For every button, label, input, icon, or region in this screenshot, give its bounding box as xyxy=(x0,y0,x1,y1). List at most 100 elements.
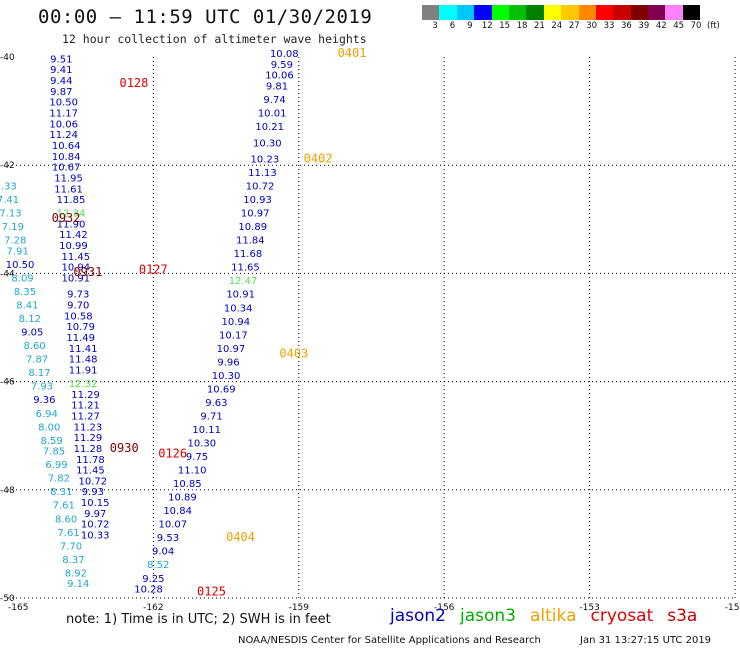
wave-height-value: 10.99 xyxy=(59,241,88,252)
scale-swatch xyxy=(439,5,457,20)
wave-height-value: 11.13 xyxy=(248,168,277,179)
wave-height-value: 10.97 xyxy=(217,344,246,355)
axis-labels: -40 -42 -44 -46 -48 -50-165 -162 -159 -156 -153 -1… xyxy=(0,53,740,613)
scale-swatch xyxy=(561,5,579,20)
scale-label: 12 xyxy=(481,21,493,31)
scale-label: 21 xyxy=(534,21,545,31)
legend-altika: altika xyxy=(530,606,577,626)
credit-line: NOAA/NESDIS Center for Satellite Applica… xyxy=(238,635,541,646)
latitude-label: -40 xyxy=(0,53,15,63)
pass-time-label: 0128 xyxy=(119,76,148,90)
pass-time-label: 0932 xyxy=(52,211,81,225)
scale-label: 36 xyxy=(621,21,632,31)
wave-height-value: 8.41 xyxy=(16,301,38,312)
scale-swatch xyxy=(578,5,596,20)
wave-height-value: 9.81 xyxy=(266,81,288,92)
wave-height-value: 10.64 xyxy=(52,141,81,152)
legend-jason2: jason2 xyxy=(390,606,446,626)
longitude-label: -165 xyxy=(8,603,28,613)
wave-height-value: 8.00 xyxy=(38,422,60,433)
wave-height-value: 8.12 xyxy=(19,314,41,325)
wave-height-value: 10.91 xyxy=(62,274,91,285)
wave-height-value: 9.51 xyxy=(50,54,72,65)
wave-height-value: 7.33 xyxy=(0,182,17,193)
wave-height-value: 11.90 xyxy=(57,219,86,230)
altimeter-tracks: 9.519.419.449.8710.5011.1710.0611.2410.6… xyxy=(0,49,299,596)
wave-height-value: 11.65 xyxy=(231,263,260,274)
wave-height-value: 7.93 xyxy=(31,382,53,393)
wave-height-value: 10.50 xyxy=(49,98,78,109)
scale-swatch xyxy=(595,5,614,20)
pass-time-label: 0931 xyxy=(73,265,102,279)
pass-time-labels: 0128 0932 0931 0127 0930 0126 0125 0401 0402 0403… xyxy=(52,46,367,598)
wave-height-value: 10.91 xyxy=(226,290,255,301)
wave-height-value: 10.30 xyxy=(188,439,217,450)
wave-height-value: 7.41 xyxy=(0,195,19,206)
wave-height-value: 10.15 xyxy=(81,498,110,509)
pass-time-label: 0127 xyxy=(139,262,168,276)
wave-height-value: 11.91 xyxy=(69,365,98,376)
wave-height-value: 8.31 xyxy=(50,487,72,498)
wave-height-value: 10.34 xyxy=(224,303,253,314)
scale-swatch xyxy=(682,5,701,20)
wave-height-value: 9.96 xyxy=(217,357,239,368)
wave-height-value: 10.17 xyxy=(219,330,248,341)
scale-label: 42 xyxy=(655,21,667,31)
scale-label: 27 xyxy=(568,21,580,31)
scale-swatch xyxy=(491,5,509,20)
wave-height-value: 11.78 xyxy=(76,455,105,466)
wave-height-value: 11.21 xyxy=(71,401,100,412)
scale-label: 39 xyxy=(638,21,650,31)
wave-height-value: 9.73 xyxy=(67,290,89,301)
legend-s3a: s3a xyxy=(667,606,698,626)
wave-height-value: 10.23 xyxy=(251,154,280,165)
wave-height-value: 9.41 xyxy=(50,65,72,76)
page-subtitle: 12 hour collection of altimeter wave hei… xyxy=(62,32,367,46)
wave-height-value: 9.04 xyxy=(152,547,174,558)
wave-height-value: 9.93 xyxy=(82,487,104,498)
pass-time-label: 0402 xyxy=(304,151,333,165)
footer-note: note: 1) Time is in UTC; 2) SWH is in fe… xyxy=(66,612,331,627)
latitude-label: -50 xyxy=(0,594,15,604)
wave-height-value: 7.61 xyxy=(53,501,75,512)
wave-height-value: 8.92 xyxy=(65,568,87,579)
wave-height-value: 11.29 xyxy=(74,433,103,444)
wave-height-value: 8.52 xyxy=(147,560,169,571)
wave-height-value: 8.09 xyxy=(11,274,33,285)
scale-label: 9 xyxy=(467,21,473,31)
wave-height-value: 10.97 xyxy=(241,209,270,220)
wave-height-value: 10.08 xyxy=(270,49,299,60)
color-scale xyxy=(422,5,701,20)
wave-height-value: 7.70 xyxy=(60,541,82,552)
scale-label: 15 xyxy=(499,21,511,31)
wave-height-value: 10.58 xyxy=(64,311,93,322)
generation-timestamp: Jan 31 13:27:15 UTC 2019 xyxy=(580,635,712,646)
wave-height-value: 7.85 xyxy=(43,447,65,458)
wave-height-value: 8.59 xyxy=(40,436,62,447)
wave-height-value: 10.06 xyxy=(49,119,78,130)
wave-height-value: 10.11 xyxy=(192,425,221,436)
wave-height-value: 11.10 xyxy=(178,466,207,477)
scale-swatch xyxy=(648,5,666,20)
scale-label: 18 xyxy=(516,21,528,31)
wave-height-value: 11.24 xyxy=(49,130,78,141)
wave-height-value: 10.94 xyxy=(62,263,91,274)
wave-height-value: 9.75 xyxy=(186,452,208,463)
latitude-label: -44 xyxy=(0,269,15,279)
wave-height-value: 10.84 xyxy=(163,506,192,517)
scale-swatch xyxy=(456,5,475,20)
wave-height-value: 9.97 xyxy=(84,509,106,520)
wave-height-value: 8.60 xyxy=(55,514,77,525)
wave-height-value: 10.72 xyxy=(246,182,275,193)
scale-swatch xyxy=(422,5,440,20)
wave-height-value: 11.84 xyxy=(236,236,265,247)
pass-time-label: 0403 xyxy=(279,346,308,360)
wave-height-value: 11.45 xyxy=(62,252,91,263)
wave-height-value: 10.07 xyxy=(158,520,187,531)
pass-time-label: 0404 xyxy=(226,530,255,544)
wave-height-value: 9.05 xyxy=(21,328,43,339)
wave-height-value: 8.37 xyxy=(62,555,84,566)
wave-height-value: 7.28 xyxy=(4,236,26,247)
wave-height-value: 7.82 xyxy=(48,474,70,485)
